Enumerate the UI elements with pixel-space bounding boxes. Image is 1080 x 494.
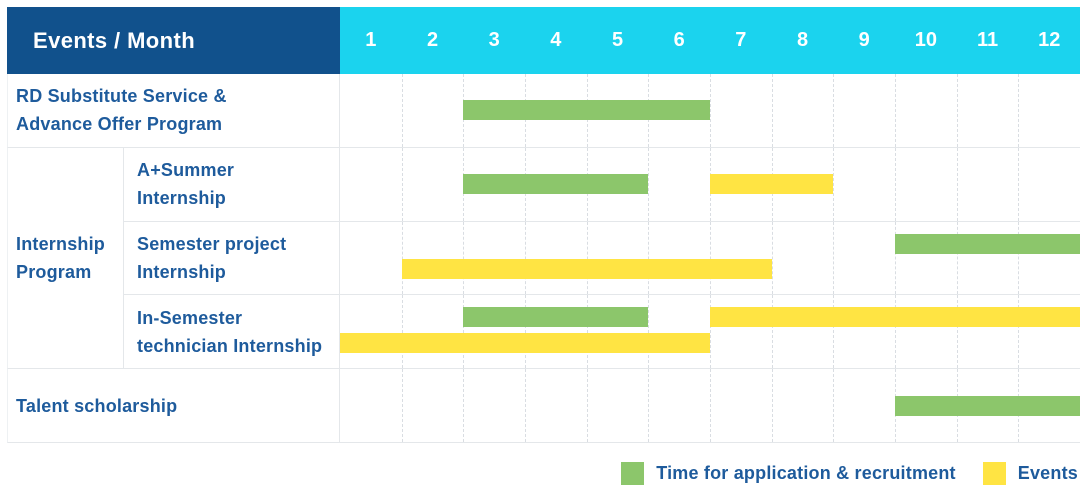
month-gridline [895, 74, 896, 147]
month-label: 9 [858, 29, 870, 51]
event-bar [710, 307, 1080, 328]
month-label: 3 [488, 29, 500, 51]
table-header: Events / Month 1 2 3 4 5 6 7 8 9 10 11 12 [7, 7, 1080, 74]
month-gridline [833, 221, 835, 295]
row-track [340, 295, 1080, 370]
month-gridline [956, 221, 958, 295]
month-gridline [648, 221, 650, 295]
month-gridline [956, 295, 958, 369]
month-gridline [401, 74, 403, 147]
recruitment-bar [895, 233, 1080, 254]
month-gridline [401, 295, 403, 369]
month-gridline [463, 369, 465, 442]
event-bar [340, 333, 710, 354]
month-label: 7 [735, 29, 747, 51]
row-track [340, 74, 1080, 148]
table-body: RD Substitute Service & Advance Offer Pro… [7, 74, 1080, 443]
recruitment-bar [463, 100, 710, 121]
month-gridline [710, 369, 711, 442]
month-label: 10 [914, 29, 937, 51]
row-label: In-Semester technician Internship [124, 295, 340, 370]
month-gridline [833, 74, 835, 147]
month-gridline [833, 369, 835, 442]
month-gridline [833, 147, 835, 221]
row-label: A+Summer Internship [124, 147, 340, 222]
month-gridline [833, 295, 835, 369]
month-gridline [401, 221, 403, 295]
month-gridline [1018, 74, 1020, 147]
row-label: Talent scholarship [7, 369, 340, 443]
month-gridline [710, 221, 711, 295]
month-gridline [1018, 295, 1020, 369]
month-label: 6 [673, 29, 685, 51]
month-gridline [401, 147, 403, 221]
legend: Time for application & recruitment Event… [621, 462, 1078, 485]
table-header-title: Events / Month [7, 7, 340, 74]
month-gridline [463, 221, 465, 295]
recruitment-bar [895, 395, 1080, 416]
month-gridline [586, 295, 588, 369]
recruitment-legend-label: Time for application & recruitment [656, 463, 956, 483]
row-track [340, 147, 1080, 222]
month-gridline [586, 221, 588, 295]
recruitment-bar [463, 174, 649, 195]
month-gridline [463, 295, 465, 369]
month-label: 1 [365, 29, 377, 51]
month-gridline [401, 369, 403, 442]
recruitment-bar [463, 307, 649, 328]
month-gridline [586, 369, 588, 442]
row-track [340, 221, 1080, 296]
month-gridline [895, 295, 896, 369]
row-track [340, 369, 1080, 443]
month-label: 8 [796, 29, 809, 51]
month-label: 4 [550, 29, 562, 51]
month-gridline [771, 369, 773, 442]
month-gridline [956, 74, 958, 147]
month-gridline [956, 147, 958, 221]
month-gridline [710, 74, 711, 147]
row-label: Semester project Internship [124, 221, 340, 296]
month-gridline [648, 295, 650, 369]
month-gridline [648, 147, 650, 221]
month-gridline [1018, 221, 1020, 295]
month-gridline [771, 74, 773, 147]
month-gridline [1018, 147, 1020, 221]
events-month-table: Events / Month 1 2 3 4 5 6 7 8 9 10 11 12 RD Substi… [7, 7, 1080, 443]
month-gridline [525, 369, 526, 442]
month-gridline [710, 295, 711, 369]
events-legend-swatch [982, 462, 1006, 485]
month-label: 11 [976, 29, 999, 51]
recruitment-legend-swatch [621, 462, 645, 485]
event-bar [710, 174, 834, 195]
month-gridline [895, 221, 896, 295]
event-bar [401, 259, 772, 280]
month-gridline [648, 369, 650, 442]
month-label: 12 [1038, 29, 1061, 51]
group-label: Internship Program [7, 147, 124, 370]
month-gridline [525, 221, 526, 295]
month-label: 5 [611, 29, 624, 51]
month-header: 1 2 3 4 5 6 7 8 9 10 11 12 [340, 7, 1080, 74]
month-label: 2 [426, 29, 439, 51]
row-label: RD Substitute Service & Advance Offer Pro… [7, 74, 340, 148]
month-gridline [771, 221, 773, 295]
month-gridline [771, 295, 773, 369]
events-legend-label: Events [1017, 463, 1078, 483]
month-gridline [525, 295, 526, 369]
month-gridline [895, 147, 896, 221]
